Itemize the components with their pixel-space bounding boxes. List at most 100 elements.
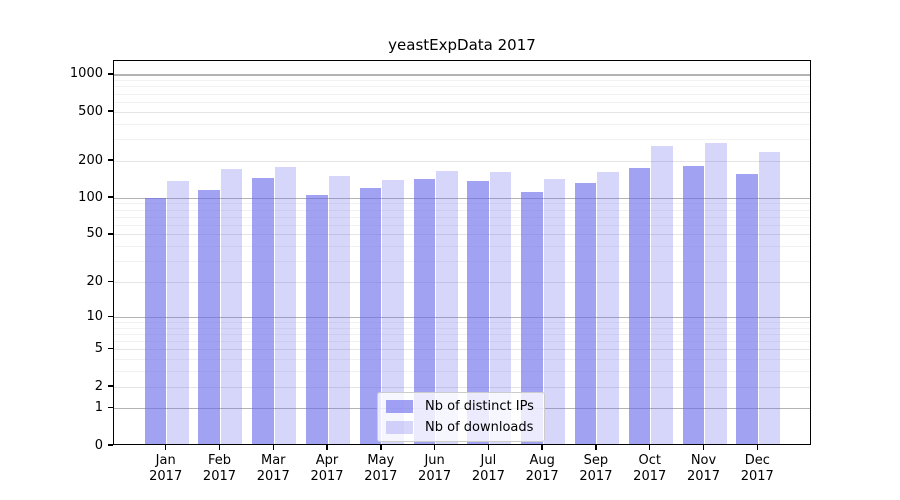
y-tick-2 [108, 385, 113, 387]
legend: Nb of distinct IPs Nb of downloads [377, 392, 545, 442]
bar-nov-distinct-ips [682, 166, 704, 444]
bar-dec-distinct-ips [736, 174, 758, 444]
x-tick-label-may: May 2017 [364, 453, 398, 484]
bar-oct-distinct-ips [628, 167, 651, 444]
gridline-700 [114, 93, 810, 95]
bar-nov-downloads [705, 143, 727, 444]
gridline-200 [114, 160, 810, 162]
bar-mar-distinct-ips [252, 178, 274, 444]
y-tick-label-500: 500 [78, 103, 103, 119]
gridline-4 [114, 359, 810, 361]
x-tick-jan [165, 445, 167, 450]
x-tick-oct [649, 445, 651, 450]
gridline-70 [114, 216, 810, 218]
y-tick-500 [108, 110, 113, 112]
y-tick-label-10: 10 [86, 308, 103, 324]
gridline-10 [114, 316, 810, 318]
x-tick-label-jul: Jul 2017 [471, 453, 505, 484]
bar-dec-downloads [758, 151, 781, 444]
bar-apr-distinct-ips [306, 195, 328, 444]
gridline-80 [114, 209, 810, 211]
bar-oct-downloads [651, 145, 673, 444]
x-tick-may [380, 445, 382, 450]
gridline-600 [114, 101, 810, 103]
y-tick-200 [108, 159, 113, 161]
gridline-90 [114, 203, 810, 205]
y-tick-label-50: 50 [86, 226, 103, 242]
x-tick-label-mar: Mar 2017 [256, 453, 290, 484]
x-tick-dec [756, 445, 758, 450]
y-tick-label-0: 0 [94, 437, 103, 453]
x-tick-nov [702, 445, 705, 450]
bar-aug-downloads [543, 179, 566, 444]
gridline-5 [114, 349, 810, 351]
bar-jan-distinct-ips [144, 198, 167, 444]
bar-feb-distinct-ips [198, 189, 220, 444]
gridline-40 [114, 246, 810, 248]
x-tick-label-nov: Nov 2017 [686, 453, 721, 484]
x-tick-mar [272, 445, 274, 450]
bar-apr-downloads [328, 176, 351, 444]
gridline-900 [114, 80, 810, 82]
x-tick-label-feb: Feb 2017 [202, 453, 237, 484]
x-tick-apr [326, 445, 328, 450]
y-tick-5 [108, 348, 113, 350]
legend-entry-downloads: Nb of downloads [386, 420, 534, 435]
y-tick-label-1: 1 [94, 400, 103, 416]
gridline-100 [114, 197, 810, 199]
gridline-8 [114, 327, 810, 329]
bar-jul-downloads [489, 171, 512, 444]
y-tick-0 [108, 444, 113, 446]
x-tick-aug [541, 445, 543, 450]
gridline-50 [114, 234, 810, 236]
x-tick-label-jan: Jan 2017 [149, 453, 183, 484]
legend-swatch-downloads [386, 421, 413, 434]
gridline-400 [114, 123, 810, 125]
x-tick-label-dec: Dec 2017 [740, 453, 774, 484]
y-tick-1000 [108, 73, 113, 75]
gridline-800 [114, 86, 810, 88]
bar-may-downloads [382, 179, 404, 444]
legend-label-distinct-ips: Nb of distinct IPs [425, 399, 534, 414]
legend-swatch-distinct-ips [386, 400, 413, 413]
bar-jul-distinct-ips [467, 180, 489, 444]
x-tick-label-oct: Oct 2017 [633, 453, 667, 484]
gridline-7 [114, 333, 810, 335]
y-tick-label-200: 200 [78, 152, 103, 168]
x-tick-label-sep: Sep 2017 [579, 453, 613, 484]
gridline-6 [114, 340, 810, 342]
gridline-30 [114, 261, 810, 263]
gridline-3 [114, 371, 810, 373]
gridline-2 [114, 386, 810, 388]
y-tick-label-5: 5 [94, 341, 103, 357]
gridline-60 [114, 224, 810, 226]
bar-feb-downloads [220, 169, 243, 444]
bar-aug-distinct-ips [521, 191, 543, 444]
y-tick-label-100: 100 [78, 189, 103, 205]
y-tick-100 [108, 196, 113, 198]
plot-area: Nb of distinct IPs Nb of downloads [113, 60, 811, 445]
bar-sep-downloads [597, 171, 619, 444]
bar-jun-downloads [436, 170, 458, 444]
bar-jun-distinct-ips [413, 178, 436, 444]
chart-title: yeastExpData 2017 [388, 36, 536, 54]
y-tick-label-2: 2 [94, 378, 103, 394]
y-tick-50 [108, 233, 113, 235]
bar-may-distinct-ips [359, 187, 382, 444]
bar-jan-downloads [167, 181, 189, 444]
legend-entry-distinct-ips: Nb of distinct IPs [386, 399, 534, 414]
legend-label-downloads: Nb of downloads [425, 420, 534, 435]
gridline-9 [114, 321, 810, 323]
bar-sep-distinct-ips [574, 183, 597, 444]
x-tick-jun [433, 445, 436, 450]
x-tick-feb [218, 445, 221, 450]
gridline-500 [114, 111, 810, 113]
bar-mar-downloads [274, 166, 297, 444]
y-tick-10 [108, 315, 113, 317]
gridline-1000 [114, 74, 810, 76]
gridline-300 [114, 139, 810, 140]
x-tick-jul [487, 445, 490, 450]
y-tick-1 [108, 407, 113, 409]
gridline-20 [114, 282, 810, 283]
x-tick-label-jun: Jun 2017 [418, 453, 452, 484]
